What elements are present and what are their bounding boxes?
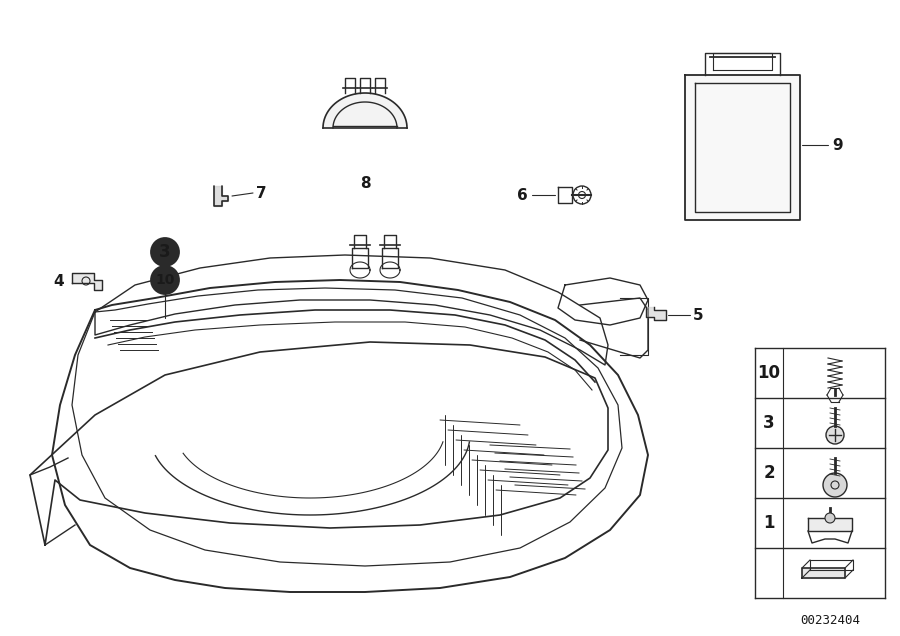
Text: 10: 10 — [758, 364, 780, 382]
Circle shape — [151, 266, 179, 294]
Text: 10: 10 — [156, 273, 175, 287]
Polygon shape — [72, 273, 102, 290]
Text: 2: 2 — [763, 464, 775, 482]
Text: 4: 4 — [53, 273, 64, 289]
Polygon shape — [808, 518, 852, 531]
Text: 3: 3 — [763, 414, 775, 432]
Polygon shape — [685, 75, 800, 220]
Text: 3: 3 — [159, 243, 171, 261]
Text: 9: 9 — [832, 137, 842, 153]
Text: 6: 6 — [518, 188, 528, 202]
Circle shape — [823, 473, 847, 497]
Polygon shape — [646, 307, 666, 320]
Text: 5: 5 — [693, 307, 704, 322]
Text: 1: 1 — [763, 514, 775, 532]
Polygon shape — [214, 186, 228, 206]
Text: 00232404: 00232404 — [800, 614, 860, 626]
Circle shape — [825, 513, 835, 523]
Polygon shape — [802, 568, 845, 578]
Circle shape — [826, 426, 844, 444]
Text: 8: 8 — [360, 176, 370, 191]
Circle shape — [151, 238, 179, 266]
Polygon shape — [323, 93, 407, 128]
Text: 7: 7 — [256, 186, 266, 200]
